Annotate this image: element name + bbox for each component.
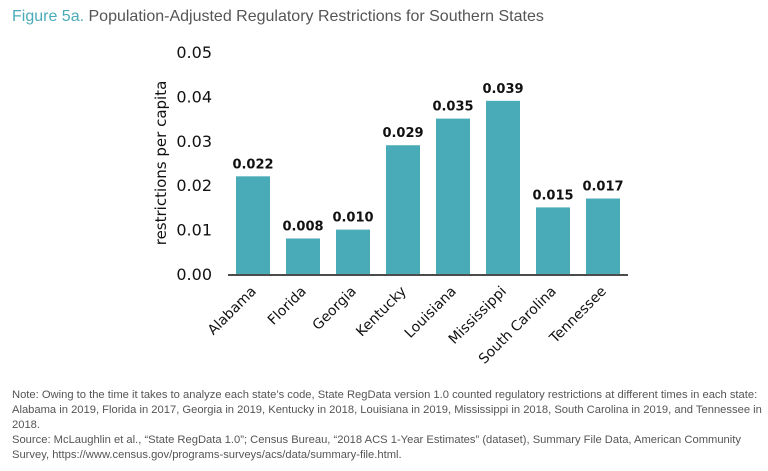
data-label: 0.017 [582, 180, 623, 195]
data-label: 0.015 [532, 188, 573, 203]
notes: Note: Owing to the time it takes to anal… [12, 388, 762, 463]
x-tick-label: Alabama [205, 284, 260, 339]
figure-number: Figure 5a. [12, 8, 85, 25]
y-tick-label: 0.01 [176, 221, 212, 240]
data-label: 0.010 [332, 211, 373, 226]
data-label: 0.039 [482, 82, 523, 97]
chart-title: Figure 5a. Population-Adjusted Regulator… [12, 8, 544, 26]
bar [436, 118, 470, 274]
bar [336, 229, 370, 274]
data-label: 0.035 [432, 100, 473, 115]
figure-title: Population-Adjusted Regulatory Restricti… [88, 8, 544, 25]
source-text: Source: McLaughlin et al., “State RegDat… [12, 434, 741, 461]
y-tick-label: 0.00 [176, 265, 212, 284]
x-tick-label: Georgia [310, 284, 360, 334]
bar [236, 176, 270, 274]
data-label: 0.008 [282, 219, 323, 234]
bar [586, 198, 620, 274]
y-tick-label: 0.02 [176, 176, 212, 195]
note-text: Note: Owing to the time it takes to anal… [12, 389, 762, 431]
data-label: 0.022 [232, 157, 273, 172]
x-tick-label: Kentucky [353, 284, 410, 341]
bar [286, 238, 320, 274]
y-tick-label: 0.05 [176, 43, 212, 62]
bar [386, 145, 420, 274]
y-axis-label: restrictions per capita [152, 81, 170, 246]
y-tick-label: 0.03 [176, 132, 212, 151]
data-label: 0.029 [382, 126, 423, 141]
x-tick-label: Florida [265, 284, 310, 329]
bar [536, 207, 570, 274]
bar-chart: 0.00 0.01 0.02 0.03 0.04 0.05 restrictions per… [152, 43, 628, 367]
y-tick-label: 0.04 [176, 87, 212, 106]
bar [486, 100, 520, 274]
